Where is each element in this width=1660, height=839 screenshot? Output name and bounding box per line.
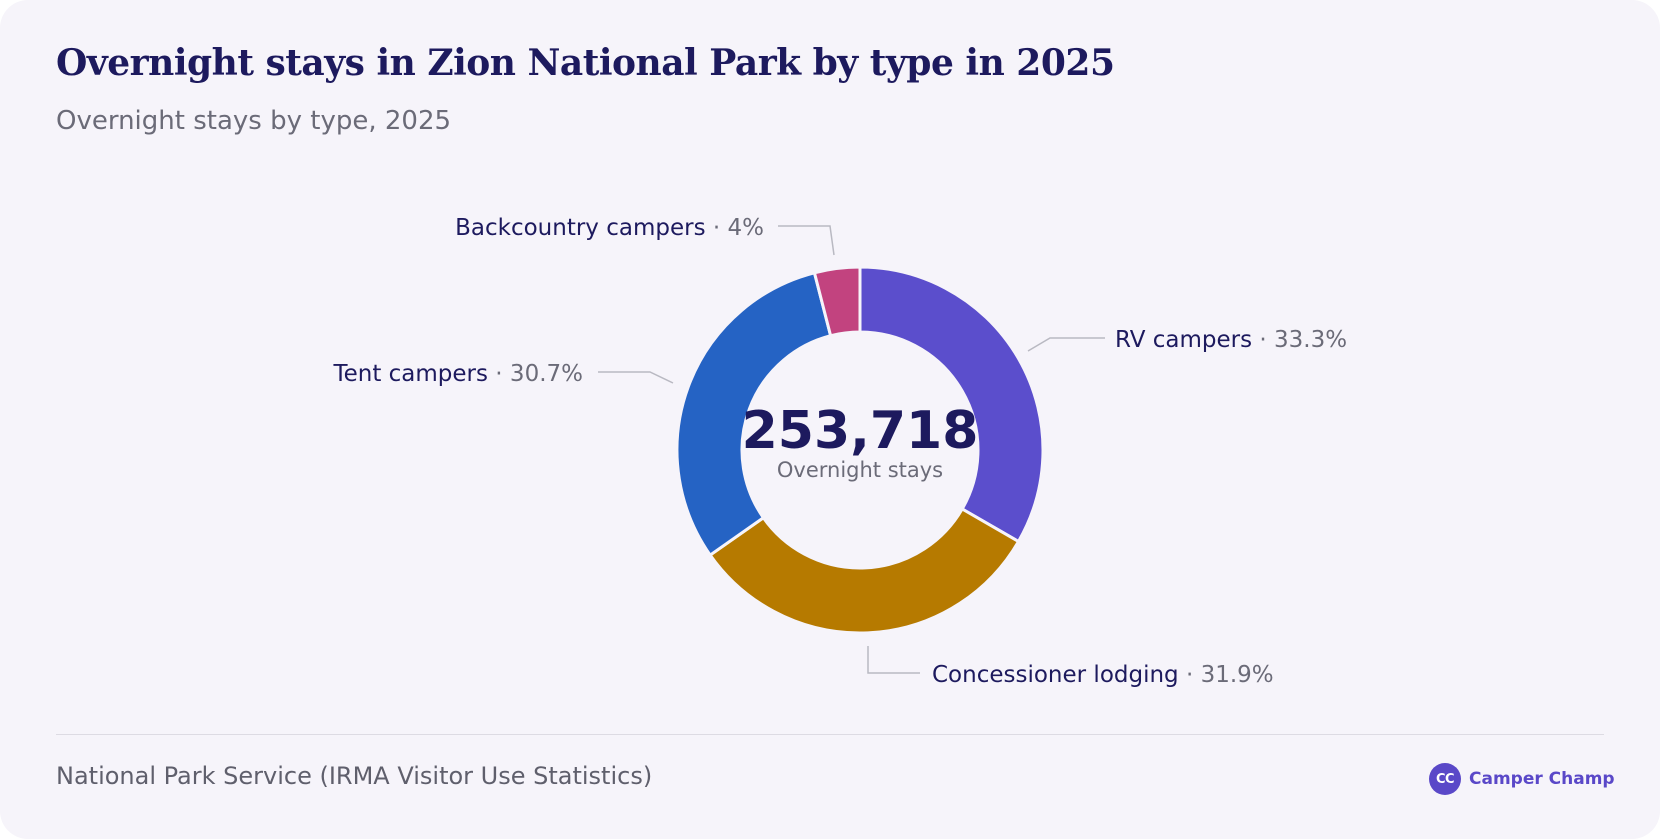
slice-label-value: · 31.9% <box>1179 662 1274 688</box>
slice-label-rv-campers: RV campers · 33.3% <box>1115 327 1347 353</box>
brand: CC Camper Champ <box>1429 763 1615 795</box>
slice-backcountry-campers <box>812 265 862 338</box>
slice-label-name: RV campers <box>1115 327 1252 353</box>
footer-divider <box>56 734 1604 735</box>
center-value: 253,718 <box>742 401 979 461</box>
slice-rv-campers <box>858 265 1045 543</box>
source-note: National Park Service (IRMA Visitor Use … <box>56 762 653 790</box>
center-label: Overnight stays <box>777 458 943 482</box>
chart-subtitle: Overnight stays by type, 2025 <box>56 106 452 136</box>
slice-label-name: Tent campers <box>332 361 488 387</box>
slice-tent-campers <box>675 271 833 557</box>
slice-label-value: · 33.3% <box>1252 327 1347 353</box>
brand-logo-icon: CC <box>1429 763 1461 795</box>
slice-label-backcountry-campers: Backcountry campers · 4% <box>455 215 764 241</box>
slice-label-name: Backcountry campers <box>455 215 705 241</box>
slice-label-value: · 30.7% <box>488 361 583 387</box>
slice-concessioner-lodging <box>708 507 1020 635</box>
slice-label-tent-campers: Tent campers · 30.7% <box>332 361 583 387</box>
slice-label-value: · 4% <box>706 215 764 241</box>
brand-name: Camper Champ <box>1469 769 1615 789</box>
slice-label-name: Concessioner lodging <box>932 662 1179 688</box>
leader-line-tent-campers <box>598 371 674 384</box>
leader-line-backcountry-campers <box>778 225 835 256</box>
slice-label-concessioner-lodging: Concessioner lodging · 31.9% <box>932 662 1274 688</box>
chart-title: Overnight stays in Zion National Park by… <box>56 42 1115 84</box>
leader-line-concessioner-lodging <box>867 646 920 674</box>
leader-line-rv-campers <box>1027 337 1105 352</box>
